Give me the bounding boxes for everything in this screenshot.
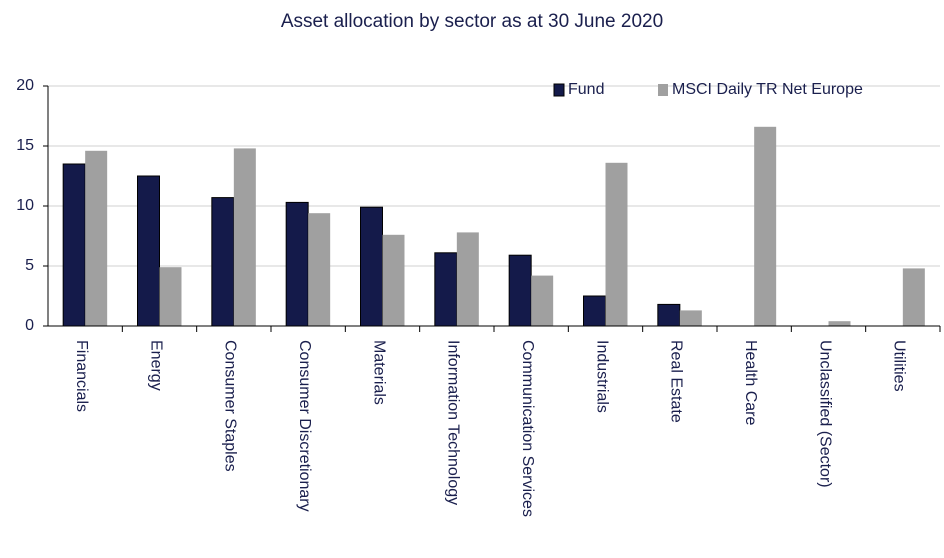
y-tick-label: 15 [16,137,34,154]
x-tick-label: Energy [147,340,164,391]
bar [211,197,235,327]
bar [456,232,479,326]
chart-title: Asset allocation by sector as at 30 June… [281,11,663,32]
bar [828,321,851,326]
y-tick-label: 0 [25,317,34,334]
bar [583,295,606,327]
bar [657,303,681,327]
y-tick-label: 20 [16,77,34,94]
legend-label: MSCI Daily TR Net Europe [672,81,863,98]
bar [531,275,554,326]
legend-swatch [553,83,565,97]
bar [360,206,383,327]
x-tick-label: Utilities [891,340,908,392]
y-tick-label: 5 [25,257,34,274]
bar [85,150,108,326]
bar [137,175,160,327]
bar [754,126,777,326]
x-tick-label: Information Technology [445,340,462,505]
x-tick-label: Materials [370,340,387,405]
x-tick-label: Real Estate [668,340,685,423]
bar [382,234,405,326]
legend-label: Fund [568,81,604,98]
bar [233,148,256,326]
bar [508,254,532,327]
x-tick-label: Financials [73,340,90,412]
legend-swatch [658,84,668,96]
x-tick-label: Health Care [742,340,759,425]
bar [434,252,458,327]
bar [285,201,309,327]
x-tick-label: Communication Services [519,340,536,517]
y-tick-label: 10 [16,197,34,214]
bar [605,162,628,326]
x-tick-label: Consumer Staples [222,340,239,472]
bar [159,267,182,326]
bar [308,213,331,326]
x-tick-label: Industrials [593,340,610,413]
bar [679,310,702,326]
bar [902,268,925,326]
x-tick-label: Unclassified (Sector) [816,340,833,488]
x-tick-label: Consumer Discretionary [296,340,313,512]
bar [62,163,86,327]
